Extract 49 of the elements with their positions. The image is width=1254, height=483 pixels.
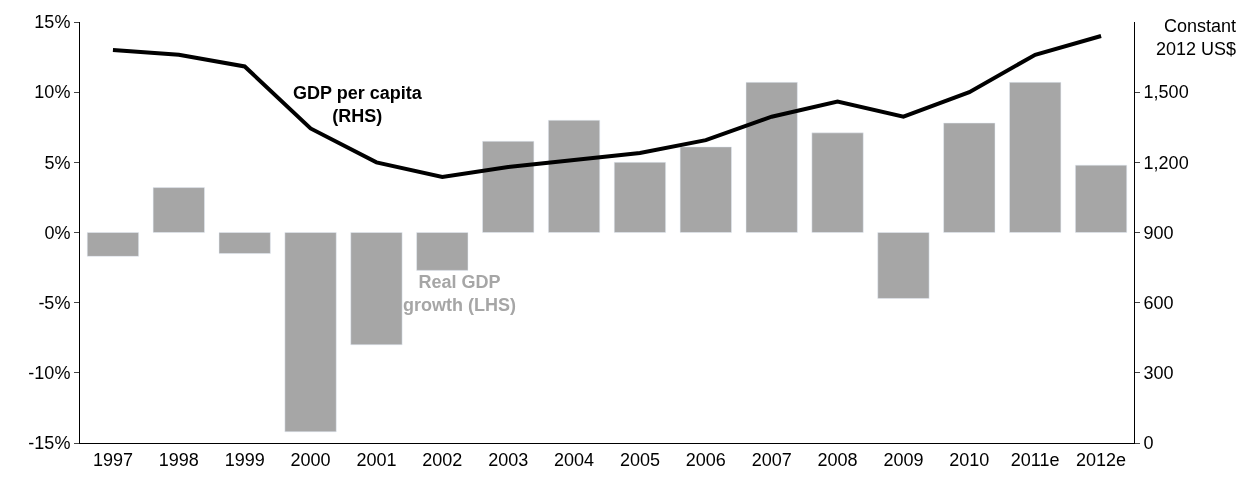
x-tick-label: 1998 (158, 449, 199, 470)
y-tick-label: 15% (34, 12, 71, 33)
x-tick-label: 2000 (290, 449, 331, 470)
bar (416, 232, 469, 271)
bar (482, 141, 535, 233)
x-tick-label: 1999 (224, 449, 265, 470)
bar (218, 232, 271, 254)
x-tick-label: 2012e (1076, 449, 1127, 470)
bar (548, 119, 600, 233)
bar (614, 162, 666, 233)
series-label: Real GDP growth (LHS) (403, 272, 516, 316)
y-tick-label: 5% (44, 152, 71, 173)
y2-tick-label: 0 (1143, 433, 1154, 454)
bar (1009, 82, 1062, 233)
bar (284, 232, 337, 433)
x-tick-label: 2011e (1010, 449, 1060, 470)
bar (152, 187, 205, 233)
x-tick-label: 2010 (949, 449, 990, 470)
x-tick-label: 2006 (685, 449, 726, 470)
y2-tick-label: 300 (1143, 363, 1174, 384)
x-tick-label: 1997 (92, 449, 133, 470)
x-tick-label: 2008 (817, 449, 858, 470)
x-tick-label: 2002 (422, 449, 463, 470)
x-tick-label: 2001 (356, 449, 397, 470)
bar (877, 232, 930, 299)
bar (350, 232, 403, 346)
x-tick-label: 2005 (619, 449, 660, 470)
line-series (110, 34, 1104, 180)
y-tick-label: 10% (34, 82, 71, 103)
x-tick-label: 2009 (883, 449, 924, 470)
y2-tick-label: 1,500 (1143, 82, 1189, 103)
y2-tick-label: 600 (1143, 292, 1174, 313)
y-tick-label: -15% (28, 433, 71, 454)
y2-axis-title: Constant 2012 US$ (1156, 16, 1237, 60)
bar (745, 82, 798, 233)
y-tick-label: -10% (28, 363, 71, 384)
bar (87, 232, 139, 257)
y-tick-label: -5% (38, 292, 71, 313)
y2-tick-label: 900 (1143, 222, 1174, 243)
bar (679, 146, 732, 233)
y2-tick-label: 1,200 (1143, 152, 1189, 173)
x-tick-label: 2004 (554, 449, 595, 470)
x-tick-label: 2007 (751, 449, 792, 470)
x-tick-label: 2003 (488, 449, 529, 470)
y-tick-label: 0% (44, 222, 71, 243)
bar (943, 122, 996, 233)
bar (811, 132, 864, 233)
series-label: GDP per capita (RHS) (293, 83, 423, 127)
bar (1075, 164, 1127, 233)
